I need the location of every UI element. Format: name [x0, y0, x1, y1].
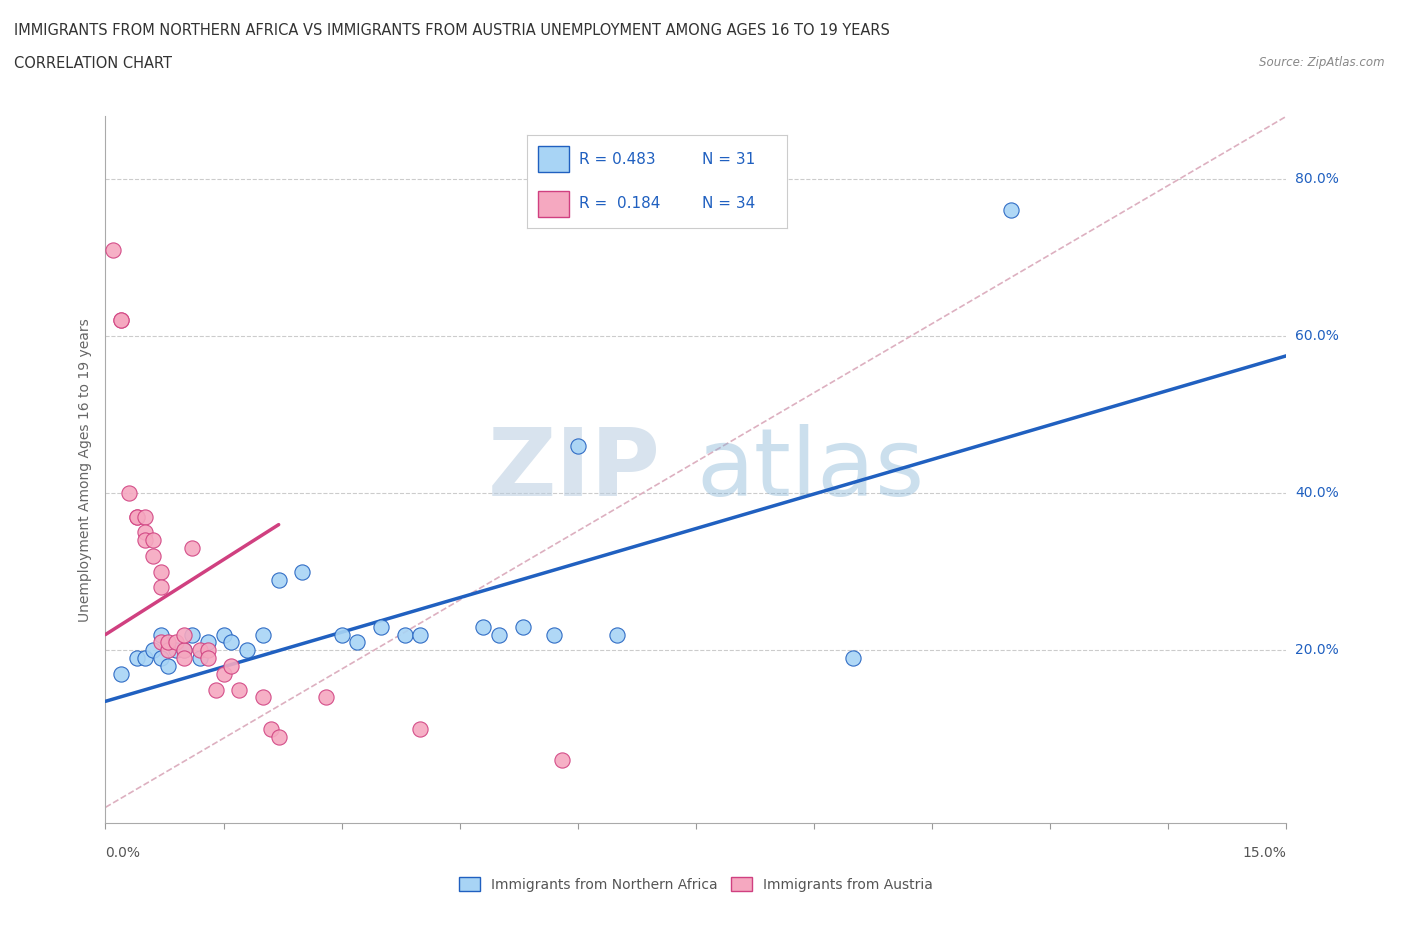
Point — [197, 635, 219, 650]
Text: R = 0.483: R = 0.483 — [579, 152, 655, 166]
Point — [370, 619, 392, 634]
Text: IMMIGRANTS FROM NORTHERN AFRICA VS IMMIGRANTS FROM AUSTRIA UNEMPLOYMENT AMONG AG: IMMIGRANTS FROM NORTHERN AFRICA VS IMMIG… — [14, 23, 890, 38]
Point — [221, 635, 243, 650]
Point — [142, 533, 165, 548]
Point — [134, 525, 156, 540]
Point — [472, 619, 495, 634]
Point — [125, 510, 148, 525]
Y-axis label: Unemployment Among Ages 16 to 19 years: Unemployment Among Ages 16 to 19 years — [79, 318, 93, 621]
Text: N = 31: N = 31 — [702, 152, 755, 166]
Point — [173, 627, 195, 642]
Text: CORRELATION CHART: CORRELATION CHART — [14, 56, 172, 71]
Point — [204, 682, 226, 697]
Point — [118, 485, 141, 500]
Point — [252, 627, 274, 642]
Point — [315, 690, 337, 705]
Point — [165, 643, 187, 658]
Text: atlas: atlas — [696, 424, 924, 515]
Text: 15.0%: 15.0% — [1243, 846, 1286, 860]
Point — [181, 627, 204, 642]
FancyBboxPatch shape — [537, 191, 569, 217]
Point — [173, 643, 195, 658]
Point — [221, 658, 243, 673]
Point — [543, 627, 565, 642]
Point — [236, 643, 259, 658]
Point — [212, 667, 235, 682]
Point — [488, 627, 510, 642]
Point — [512, 619, 534, 634]
Point — [197, 651, 219, 666]
Point — [188, 643, 211, 658]
Point — [842, 651, 865, 666]
Point — [346, 635, 368, 650]
Point — [291, 565, 314, 579]
Point — [110, 313, 132, 328]
Text: 80.0%: 80.0% — [1295, 172, 1339, 186]
Point — [260, 722, 283, 737]
Point — [228, 682, 250, 697]
Point — [125, 651, 148, 666]
Point — [149, 580, 172, 595]
Point — [134, 510, 156, 525]
Text: 40.0%: 40.0% — [1295, 486, 1339, 500]
Text: R =  0.184: R = 0.184 — [579, 196, 661, 211]
Text: 60.0%: 60.0% — [1295, 329, 1339, 343]
Point — [567, 439, 589, 454]
Point — [149, 651, 172, 666]
Point — [394, 627, 416, 642]
Point — [134, 651, 156, 666]
Point — [110, 313, 132, 328]
Point — [551, 752, 574, 767]
Point — [173, 651, 195, 666]
Point — [606, 627, 628, 642]
Point — [330, 627, 353, 642]
Point — [409, 627, 432, 642]
Text: Source: ZipAtlas.com: Source: ZipAtlas.com — [1260, 56, 1385, 69]
Point — [188, 651, 211, 666]
Point — [142, 643, 165, 658]
Point — [157, 658, 180, 673]
Point — [149, 565, 172, 579]
Point — [181, 540, 204, 555]
Point — [267, 729, 290, 744]
Point — [142, 549, 165, 564]
Legend: Immigrants from Northern Africa, Immigrants from Austria: Immigrants from Northern Africa, Immigra… — [453, 871, 939, 897]
Point — [157, 643, 180, 658]
Point — [197, 643, 219, 658]
Text: 0.0%: 0.0% — [105, 846, 141, 860]
Point — [110, 667, 132, 682]
Text: ZIP: ZIP — [488, 424, 661, 515]
Point — [409, 722, 432, 737]
FancyBboxPatch shape — [537, 146, 569, 172]
Point — [212, 627, 235, 642]
Point — [134, 533, 156, 548]
Point — [125, 510, 148, 525]
Point — [165, 635, 187, 650]
Point — [157, 635, 180, 650]
Point — [103, 243, 125, 258]
Text: N = 34: N = 34 — [702, 196, 755, 211]
Point — [149, 635, 172, 650]
Point — [149, 627, 172, 642]
Point — [267, 572, 290, 587]
Point — [1000, 203, 1022, 218]
Text: 20.0%: 20.0% — [1295, 644, 1339, 658]
Point — [173, 643, 195, 658]
Point — [252, 690, 274, 705]
